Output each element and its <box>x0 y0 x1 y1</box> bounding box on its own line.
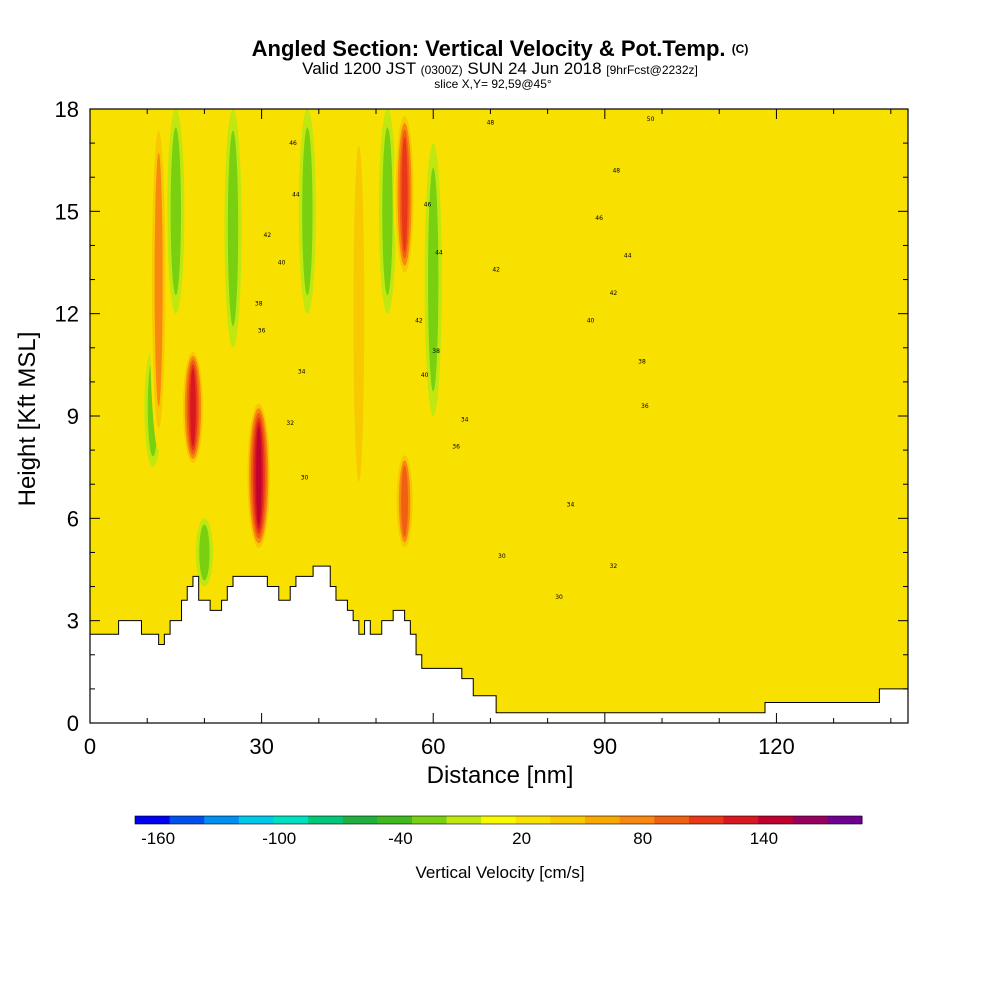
isentrope-label: 40 <box>587 317 595 324</box>
chart-title-text: Angled Section: Vertical Velocity & Pot.… <box>251 36 726 61</box>
colorbar-swatch <box>723 816 759 824</box>
y-axis-title: Height [Kft MSL] <box>14 331 41 507</box>
colorbar-tick-label: 140 <box>750 829 778 848</box>
colorbar-swatch <box>377 816 413 824</box>
valid-time-prefix: Valid 1200 JST <box>302 59 416 78</box>
forecast-info: [9hrFcst@2232z] <box>606 63 698 77</box>
isentrope-label: 48 <box>612 167 620 174</box>
colorbar-swatch <box>238 816 274 824</box>
downdraft-column <box>302 127 313 296</box>
isentrope-label: 42 <box>415 317 423 324</box>
isentrope-label: 42 <box>610 290 618 297</box>
colorbar-swatch <box>827 816 863 824</box>
isentrope-label: 38 <box>638 358 646 365</box>
isentrope-label: 40 <box>421 372 429 379</box>
y-tick-label: 3 <box>67 609 79 634</box>
x-tick-label: 90 <box>593 734 617 759</box>
colorbar-swatch <box>135 816 171 824</box>
isentrope-label: 42 <box>492 266 500 273</box>
colorbar-tick-label: 20 <box>512 829 531 848</box>
isentrope-label: 38 <box>255 300 263 307</box>
colorbar-frame <box>134 815 863 825</box>
updraft-column <box>190 368 196 447</box>
updraft-column <box>353 145 365 482</box>
colorbar-tick-label: -100 <box>262 829 296 848</box>
valid-date: SUN 24 Jun 2018 <box>467 59 602 78</box>
updraft-column <box>401 136 408 252</box>
colorbar-swatch <box>481 816 517 824</box>
slice-info: slice X,Y= 92,59@45° <box>434 77 552 91</box>
isentrope-label: 36 <box>641 403 649 410</box>
colorbar-swatch <box>446 816 482 824</box>
isentrope-label: 32 <box>286 420 294 427</box>
isentrope-label: 50 <box>647 116 655 123</box>
isentrope-label: 42 <box>264 232 272 239</box>
y-tick-label: 0 <box>67 711 79 736</box>
colorbar-swatch <box>688 816 725 824</box>
colorbar-swatch <box>411 816 448 824</box>
downdraft-column <box>428 167 439 392</box>
isentrope-label: 30 <box>555 594 563 601</box>
terrain-profile <box>90 565 908 723</box>
updraft-column <box>154 152 163 407</box>
x-tick-label: 30 <box>249 734 273 759</box>
chart-title-units: (C) <box>731 42 749 56</box>
isentrope-label: 34 <box>461 416 469 423</box>
colorbar-swatch <box>585 816 621 824</box>
isentrope-label: 36 <box>258 328 266 335</box>
isentrope-label: 46 <box>424 202 432 209</box>
isentrope-label: 40 <box>278 260 286 267</box>
isentrope-label: 34 <box>298 369 306 376</box>
x-axis-title: Distance [nm] <box>426 762 574 789</box>
isentrope-label: 46 <box>289 140 297 147</box>
velocity-field: 46 44 42 40 38 36 34 32 30 46 44 42 40 38 36 34 48 42 30 50… <box>90 109 908 723</box>
isentrope-label: 30 <box>301 474 309 481</box>
y-tick-label: 6 <box>67 506 79 531</box>
colorbar-title: Vertical Velocity [cm/s] <box>415 863 585 882</box>
isentrope-label: 34 <box>567 502 575 509</box>
colorbar-swatch <box>550 816 586 824</box>
valid-time-line: Valid 1200 JST (0300Z) SUN 24 Jun 2018 [… <box>0 59 1000 78</box>
updraft-column <box>256 426 262 525</box>
colorbar-tick-label: -40 <box>388 829 413 848</box>
chart-title: Angled Section: Vertical Velocity & Pot.… <box>0 36 1000 62</box>
downdraft-column <box>227 130 239 327</box>
valid-time-zulu: (0300Z) <box>420 63 463 77</box>
downdraft-column <box>170 127 181 296</box>
isentrope-label: 36 <box>452 444 460 451</box>
y-tick-label: 15 <box>55 199 79 224</box>
colorbar-swatch <box>619 816 655 824</box>
isentrope-label: 38 <box>432 348 440 355</box>
isentrope-label: 44 <box>435 249 443 256</box>
x-tick-label: 120 <box>758 734 795 759</box>
colorbar-swatch <box>308 816 344 824</box>
isentrope-label: 44 <box>292 191 300 198</box>
colorbar-tick-label: 80 <box>633 829 652 848</box>
isentrope-label: 32 <box>610 563 618 570</box>
colorbar-swatch <box>792 816 828 824</box>
x-tick-label: 0 <box>84 734 96 759</box>
y-tick-label: 18 <box>55 97 79 122</box>
downdraft-column <box>382 127 393 296</box>
isentrope-label: 46 <box>595 215 603 222</box>
colorbar-swatch <box>273 816 309 824</box>
colorbar: -160 -100 -40 20 80 140 <box>134 815 863 848</box>
colorbar-tick-label: -160 <box>141 829 175 848</box>
y-tick-label: 12 <box>55 302 79 327</box>
colorbar-swatch <box>515 816 551 824</box>
colorbar-swatch <box>758 816 794 824</box>
downdraft-column <box>199 524 210 581</box>
isentrope-label: 48 <box>487 120 495 127</box>
isentrope-label: 44 <box>624 253 632 260</box>
colorbar-swatch <box>204 816 240 824</box>
isentrope-label: 30 <box>498 553 506 560</box>
y-tick-label: 9 <box>67 404 79 429</box>
x-tick-label: 60 <box>421 734 445 759</box>
colorbar-swatch <box>342 816 378 824</box>
colorbar-swatch <box>169 816 205 824</box>
updraft-column <box>401 465 409 538</box>
colorbar-swatch <box>654 816 690 824</box>
